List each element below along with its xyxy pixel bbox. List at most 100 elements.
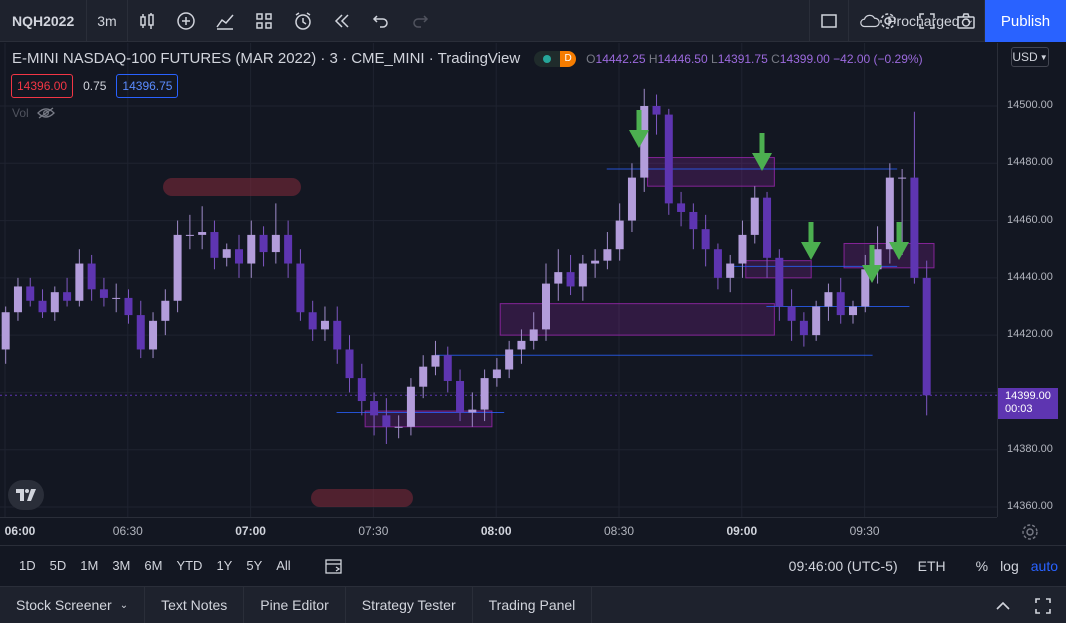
candle-body xyxy=(738,234,747,264)
goto-date-icon[interactable] xyxy=(324,557,344,575)
range-button-5d[interactable]: 5D xyxy=(49,558,67,573)
tab-text-notes[interactable]: Text Notes xyxy=(145,586,245,623)
price-axis-label: 14440.00 xyxy=(1007,270,1053,283)
buy-price-button[interactable]: 14396.75 xyxy=(116,74,179,98)
candle-body xyxy=(701,229,710,250)
market-open-status-icon[interactable] xyxy=(534,50,561,67)
sell-price-button[interactable]: 14396.00 xyxy=(11,74,74,98)
range-button-3m[interactable]: 3M xyxy=(112,558,131,573)
open-value: 14442.25 xyxy=(595,51,646,66)
price-axis[interactable]: 14500.00 14480.00 14460.00 14440.00 14420.00… xyxy=(997,43,1066,517)
candles-chart-type-icon[interactable] xyxy=(128,0,167,42)
candle xyxy=(591,249,600,278)
camera-snapshot-icon[interactable] xyxy=(946,0,985,42)
candle-body xyxy=(50,292,59,313)
candle xyxy=(271,203,280,264)
eye-hidden-icon[interactable] xyxy=(36,107,55,119)
candle xyxy=(333,306,342,364)
candle xyxy=(492,358,501,387)
tab-pine-editor[interactable]: Pine Editor xyxy=(244,586,346,623)
range-button-1y[interactable]: 1Y xyxy=(216,558,233,573)
maximize-panel-icon[interactable] xyxy=(1034,597,1052,615)
tab-strategy-tester[interactable]: Strategy Tester xyxy=(346,586,473,623)
quote-panel: 14396.00 0.75 14396.75 xyxy=(11,74,179,98)
range-button-1d[interactable]: 1D xyxy=(19,558,36,573)
range-button-1m[interactable]: 1M xyxy=(80,558,99,573)
down-arrow-icon xyxy=(889,222,909,260)
candle xyxy=(136,300,145,359)
chart-pane[interactable] xyxy=(0,43,997,517)
axis-settings-gear-icon[interactable] xyxy=(1019,522,1041,542)
symbol-search-button[interactable]: NQH2022 xyxy=(0,0,88,42)
percent-scale-toggle[interactable]: % xyxy=(975,558,989,574)
clock-timezone[interactable]: 09:46:00 (UTC-5) xyxy=(788,558,898,574)
candle-body xyxy=(149,320,158,350)
chevron-up-icon[interactable] xyxy=(994,597,1012,615)
undo-icon[interactable] xyxy=(362,0,401,42)
candle-body xyxy=(664,114,673,204)
candle xyxy=(689,203,698,250)
fullscreen-icon[interactable] xyxy=(907,0,946,42)
candle-body xyxy=(443,355,452,381)
alert-clock-icon[interactable] xyxy=(284,0,323,42)
range-button-6m[interactable]: 6M xyxy=(144,558,163,573)
candle xyxy=(13,277,22,321)
candle xyxy=(910,111,919,284)
candle-body xyxy=(554,272,563,284)
down-arrow-icon xyxy=(629,110,649,148)
bottom-panel-bar: Stock Screener ⌄ Text Notes Pine Editor … xyxy=(0,586,1066,623)
tradingview-logo-icon xyxy=(16,489,36,501)
candle-body xyxy=(161,300,170,321)
time-axis[interactable] xyxy=(0,517,997,545)
candle-body xyxy=(112,297,121,299)
time-axis-label: 08:00 xyxy=(480,524,512,538)
layout-select-icon[interactable] xyxy=(809,0,848,42)
candle-body xyxy=(836,292,845,316)
candle-body xyxy=(38,300,47,313)
candle-body xyxy=(99,289,108,298)
tab-stock-screener[interactable]: Stock Screener ⌄ xyxy=(0,586,146,623)
down-arrow-icon xyxy=(801,222,821,260)
compare-add-icon[interactable] xyxy=(167,0,206,42)
candle xyxy=(677,191,686,227)
currency-button[interactable]: USD ▼ xyxy=(1011,47,1049,67)
candle-body xyxy=(713,249,722,278)
candle xyxy=(357,363,366,416)
session-toggle[interactable]: ETH xyxy=(917,558,946,574)
tab-trading-panel[interactable]: Trading Panel xyxy=(473,586,593,623)
date-range-bar: 1D 5D 1M 3M 6M YTD 1Y 5Y All 09:46:00 (UTC-5) ET… xyxy=(0,545,1066,585)
arrow-head xyxy=(889,242,909,260)
symbol-title[interactable]: E-MINI NASDAQ-100 FUTURES (MAR 2022) · 3… xyxy=(12,50,521,67)
replay-icon[interactable] xyxy=(323,0,362,42)
candle-body xyxy=(849,306,857,316)
arrow-head xyxy=(862,265,882,283)
delayed-data-badge[interactable]: D xyxy=(560,50,577,67)
candle xyxy=(713,243,722,290)
chevron-down-icon: ▼ xyxy=(1039,52,1048,62)
range-bar-right: 09:46:00 (UTC-5) ETH % log auto xyxy=(769,546,1058,586)
candle xyxy=(898,169,907,255)
candle-body xyxy=(136,315,145,350)
layout-name-button[interactable]: Procharged ⌄ xyxy=(848,0,985,42)
log-scale-toggle[interactable]: log xyxy=(1000,558,1019,574)
publish-button[interactable]: Publish xyxy=(985,0,1066,42)
candle xyxy=(222,243,231,267)
panel-controls xyxy=(994,587,1052,623)
candlestick-chart[interactable] xyxy=(0,43,997,517)
indicators-icon[interactable] xyxy=(206,0,245,42)
range-button-5y[interactable]: 5Y xyxy=(246,558,263,573)
interval-button[interactable]: 3m xyxy=(87,0,128,42)
range-button-all[interactable]: All xyxy=(276,558,291,573)
settings-gear-icon[interactable] xyxy=(868,0,907,42)
tradingview-logo[interactable] xyxy=(8,480,44,510)
range-button-ytd[interactable]: YTD xyxy=(176,558,203,573)
candle xyxy=(652,94,661,135)
candle-body xyxy=(615,220,624,250)
templates-grid-icon[interactable] xyxy=(245,0,284,42)
redo-icon[interactable] xyxy=(401,0,440,42)
auto-scale-toggle[interactable]: auto xyxy=(1030,558,1058,574)
candle xyxy=(701,214,710,267)
candle xyxy=(75,249,84,307)
candle-body xyxy=(75,263,84,301)
price-axis-label: 14460.00 xyxy=(1007,213,1053,226)
